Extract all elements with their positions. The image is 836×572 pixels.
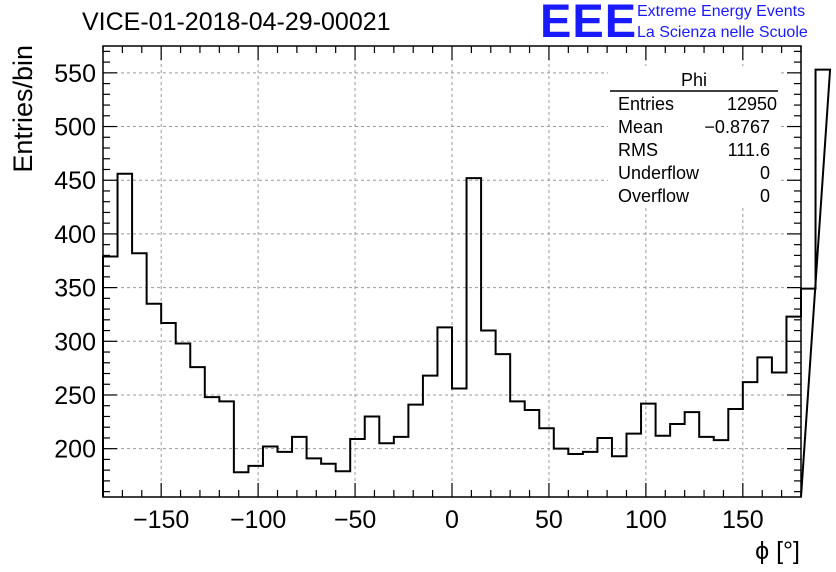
- histogram-bin: [757, 357, 772, 497]
- y-tick-labels: 200 250 300 350 400 450 500 550: [54, 60, 96, 464]
- histogram-bin: [379, 443, 394, 497]
- stats-box-name: Phi: [681, 70, 707, 90]
- y-tick-label: 200: [54, 436, 96, 464]
- histogram-bin: [786, 317, 801, 497]
- histogram-bin: [641, 404, 656, 497]
- histogram-bin: [510, 401, 525, 497]
- stats-underflow-label: Underflow: [618, 163, 700, 183]
- histogram-bin: [699, 437, 714, 497]
- histogram-bin: [234, 472, 249, 497]
- histogram-bin: [583, 452, 598, 497]
- histogram-bin: [147, 304, 162, 497]
- stats-box-background: [608, 66, 780, 208]
- histogram-bin: [408, 405, 423, 497]
- histogram-bin: [278, 452, 293, 497]
- histogram-bin: [816, 70, 831, 497]
- histogram-bin: [350, 439, 365, 497]
- stats-entries-value: 12950: [727, 94, 777, 114]
- stats-overflow-value: 0: [760, 186, 770, 206]
- y-tick-label: 450: [54, 167, 96, 195]
- y-tick-label: 400: [54, 221, 96, 249]
- histogram-bin: [394, 437, 409, 497]
- stats-rms-value: 111.6: [728, 140, 770, 160]
- histogram-bin: [597, 438, 612, 497]
- y-tick-label: 500: [54, 114, 96, 142]
- histogram-bin: [568, 454, 583, 497]
- x-tick-label: 0: [445, 506, 459, 534]
- histogram-bin: [496, 354, 511, 497]
- histogram-bin: [685, 412, 700, 497]
- histogram-bin: [612, 456, 627, 497]
- histogram-bin: [321, 464, 336, 497]
- logo-line-1: Extreme Energy Events: [637, 3, 806, 20]
- histogram-bin: [365, 416, 380, 497]
- histogram-bin: [336, 471, 351, 497]
- histogram-bin: [219, 401, 234, 497]
- histogram-bin: [292, 437, 307, 497]
- histogram-bin: [437, 327, 452, 497]
- histogram-bin: [714, 440, 729, 497]
- histogram-bin: [307, 458, 322, 497]
- histogram-bin: [248, 466, 263, 497]
- histogram-bin: [743, 382, 758, 497]
- histogram-bin: [263, 447, 278, 497]
- y-tick-label: 350: [54, 275, 96, 303]
- stats-mean-label: Mean: [618, 117, 663, 137]
- histogram-bin: [481, 331, 496, 497]
- x-tick-label: −100: [230, 506, 286, 534]
- histogram-bin: [525, 410, 540, 497]
- histogram-bin: [772, 372, 787, 497]
- histogram-bin: [132, 253, 147, 497]
- stats-overflow-label: Overflow: [618, 186, 690, 206]
- logo-line-2: La Scienza nelle Scuole: [637, 24, 808, 41]
- histogram-bin: [539, 428, 554, 497]
- y-axis-label: Entries/bin: [8, 45, 38, 173]
- y-tick-label: 250: [54, 382, 96, 410]
- stats-entries-label: Entries: [618, 94, 674, 114]
- y-tick-label: 550: [54, 60, 96, 88]
- stats-mean-value: −0.8767: [704, 117, 770, 137]
- x-tick-label: 150: [722, 506, 764, 534]
- plot-frame: [102, 45, 802, 498]
- histogram-bin: [423, 376, 438, 497]
- histogram-bin: [670, 424, 685, 497]
- histogram-bin: [176, 343, 191, 497]
- histogram-bin: [190, 367, 205, 497]
- stats-box: Phi Entries 12950 Mean −0.8767 RMS 111.6…: [608, 66, 780, 208]
- eee-logo: EEE Extreme Energy Events La Scienza nel…: [540, 0, 830, 47]
- histogram-bin: [728, 409, 743, 497]
- stats-rms-label: RMS: [618, 140, 658, 160]
- x-tick-label: 50: [535, 506, 563, 534]
- histogram-bin: [656, 436, 671, 497]
- y-tick-label: 300: [54, 328, 96, 356]
- histogram-bin: [452, 389, 467, 497]
- histogram-bin: [801, 289, 816, 497]
- x-tick-label: −150: [133, 506, 189, 534]
- axis-ticks: [102, 46, 802, 497]
- histogram-bin: [467, 178, 482, 497]
- stats-underflow-value: 0: [760, 163, 770, 183]
- histogram-bin: [161, 323, 176, 497]
- histogram-bin: [205, 397, 220, 497]
- x-tick-labels: −150 −100 −50 0 50 100 150: [133, 506, 764, 534]
- histogram-bin: [103, 256, 118, 497]
- x-tick-label: −50: [334, 506, 376, 534]
- x-axis-label: ϕ [°]: [755, 537, 800, 565]
- histogram-bin: [554, 449, 569, 497]
- x-tick-label: 100: [625, 506, 667, 534]
- logo-mark: EEE: [540, 0, 638, 47]
- histogram-bin: [118, 174, 133, 497]
- histogram-series-phi: [102, 68, 832, 498]
- chart-title: VICE-01-2018-04-29-00021: [82, 8, 391, 36]
- histogram-bin: [627, 434, 642, 497]
